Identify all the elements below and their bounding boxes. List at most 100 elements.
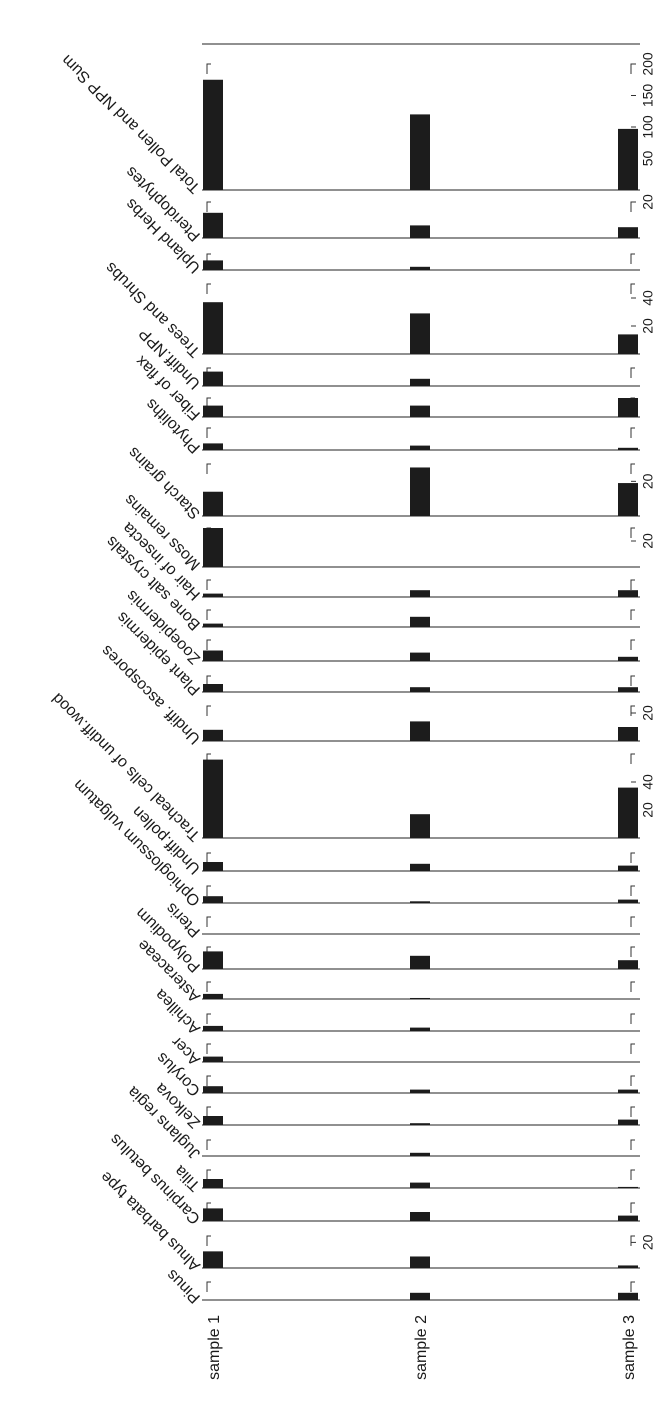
tick-label: 20 (639, 194, 655, 210)
bar (203, 302, 223, 354)
bar (410, 467, 430, 516)
tick-label: 40 (639, 774, 655, 790)
bar (410, 721, 430, 741)
scale-bracket (206, 885, 211, 896)
bar (618, 1292, 638, 1300)
bar (410, 405, 430, 417)
scale-bracket (630, 1281, 635, 1292)
bar (618, 334, 638, 354)
panel-19: Asteraceae (134, 936, 640, 1005)
panel-17: Pteris (163, 899, 640, 940)
bar (410, 997, 430, 999)
bar (410, 1027, 430, 1031)
bar (203, 684, 223, 692)
scale-bracket (630, 253, 635, 264)
bar (203, 1116, 223, 1125)
bar (618, 590, 638, 597)
scale-bracket (206, 1169, 211, 1180)
bar (618, 1265, 638, 1268)
scale-bracket (630, 1235, 635, 1246)
bar (203, 896, 223, 903)
bar (618, 1215, 638, 1221)
tick-label: 40 (639, 290, 655, 306)
bar (203, 1251, 223, 1268)
scale-bracket (206, 201, 211, 212)
tick-label: 20 (639, 533, 655, 549)
scale-bracket (630, 639, 635, 650)
bar (203, 729, 223, 741)
tick-label: 20 (639, 318, 655, 334)
scale-bracket (630, 201, 635, 212)
bar (203, 1208, 223, 1221)
scale-bracket (630, 885, 635, 896)
tick-label: 200 (639, 52, 655, 76)
panel-25: Tilia (171, 1162, 640, 1194)
scale-bracket (206, 63, 211, 74)
bar (410, 616, 430, 627)
bar (618, 727, 638, 741)
bar (203, 260, 223, 270)
bar (203, 1179, 223, 1188)
scale-bracket (630, 283, 635, 294)
bar (203, 993, 223, 999)
bar (618, 687, 638, 692)
scale-bracket (206, 916, 211, 927)
bar (203, 491, 223, 516)
bar (410, 266, 430, 270)
bar (203, 443, 223, 450)
scale-bracket (206, 981, 211, 992)
tick-label: 20 (639, 705, 655, 721)
bar (618, 960, 638, 969)
sample-label: sample 1 (206, 1315, 223, 1380)
scale-bracket (630, 427, 635, 438)
panel-23: Zelkova (152, 1079, 640, 1131)
panel-label: Pinus (163, 1266, 203, 1306)
scale-bracket (630, 852, 635, 863)
bar (410, 1292, 430, 1300)
tick-label: 150 (639, 84, 655, 108)
scale-bracket (630, 1106, 635, 1117)
scale-bracket (206, 427, 211, 438)
scale-bracket (206, 1043, 211, 1054)
bar (410, 313, 430, 354)
scale-bracket (206, 397, 211, 408)
bar (203, 623, 223, 627)
panel-6: Phytoliths (143, 395, 640, 456)
tick-label: 50 (639, 151, 655, 167)
bar (203, 759, 223, 838)
scale-bracket (206, 1281, 211, 1292)
sample-label: sample 2 (413, 1315, 430, 1380)
scale-bracket (630, 63, 635, 74)
scale-bracket (630, 1202, 635, 1213)
scale-bracket (630, 705, 635, 716)
panel-20: Achillea (152, 985, 640, 1037)
bar (203, 862, 223, 871)
bar (203, 951, 223, 969)
scale-bracket (630, 981, 635, 992)
bar (203, 1086, 223, 1093)
tick-label: 20 (639, 1234, 655, 1250)
bar (410, 1256, 430, 1268)
bar (618, 787, 638, 838)
scale-bracket (206, 1235, 211, 1246)
scale-bracket (630, 675, 635, 686)
scale-bracket (206, 852, 211, 863)
scale-bracket (630, 946, 635, 957)
scale-bracket (630, 1169, 635, 1180)
bar (410, 1212, 430, 1221)
bar (410, 901, 430, 903)
scale-bracket (630, 1013, 635, 1024)
bar (410, 955, 430, 969)
bar (618, 483, 638, 516)
scale-bracket (206, 579, 211, 590)
panel-22: Corylus (153, 1049, 640, 1099)
scale-bracket (206, 1013, 211, 1024)
bar (410, 1152, 430, 1156)
bar (410, 863, 430, 871)
panel-label: Ophioglossum vulgatum (70, 776, 203, 909)
